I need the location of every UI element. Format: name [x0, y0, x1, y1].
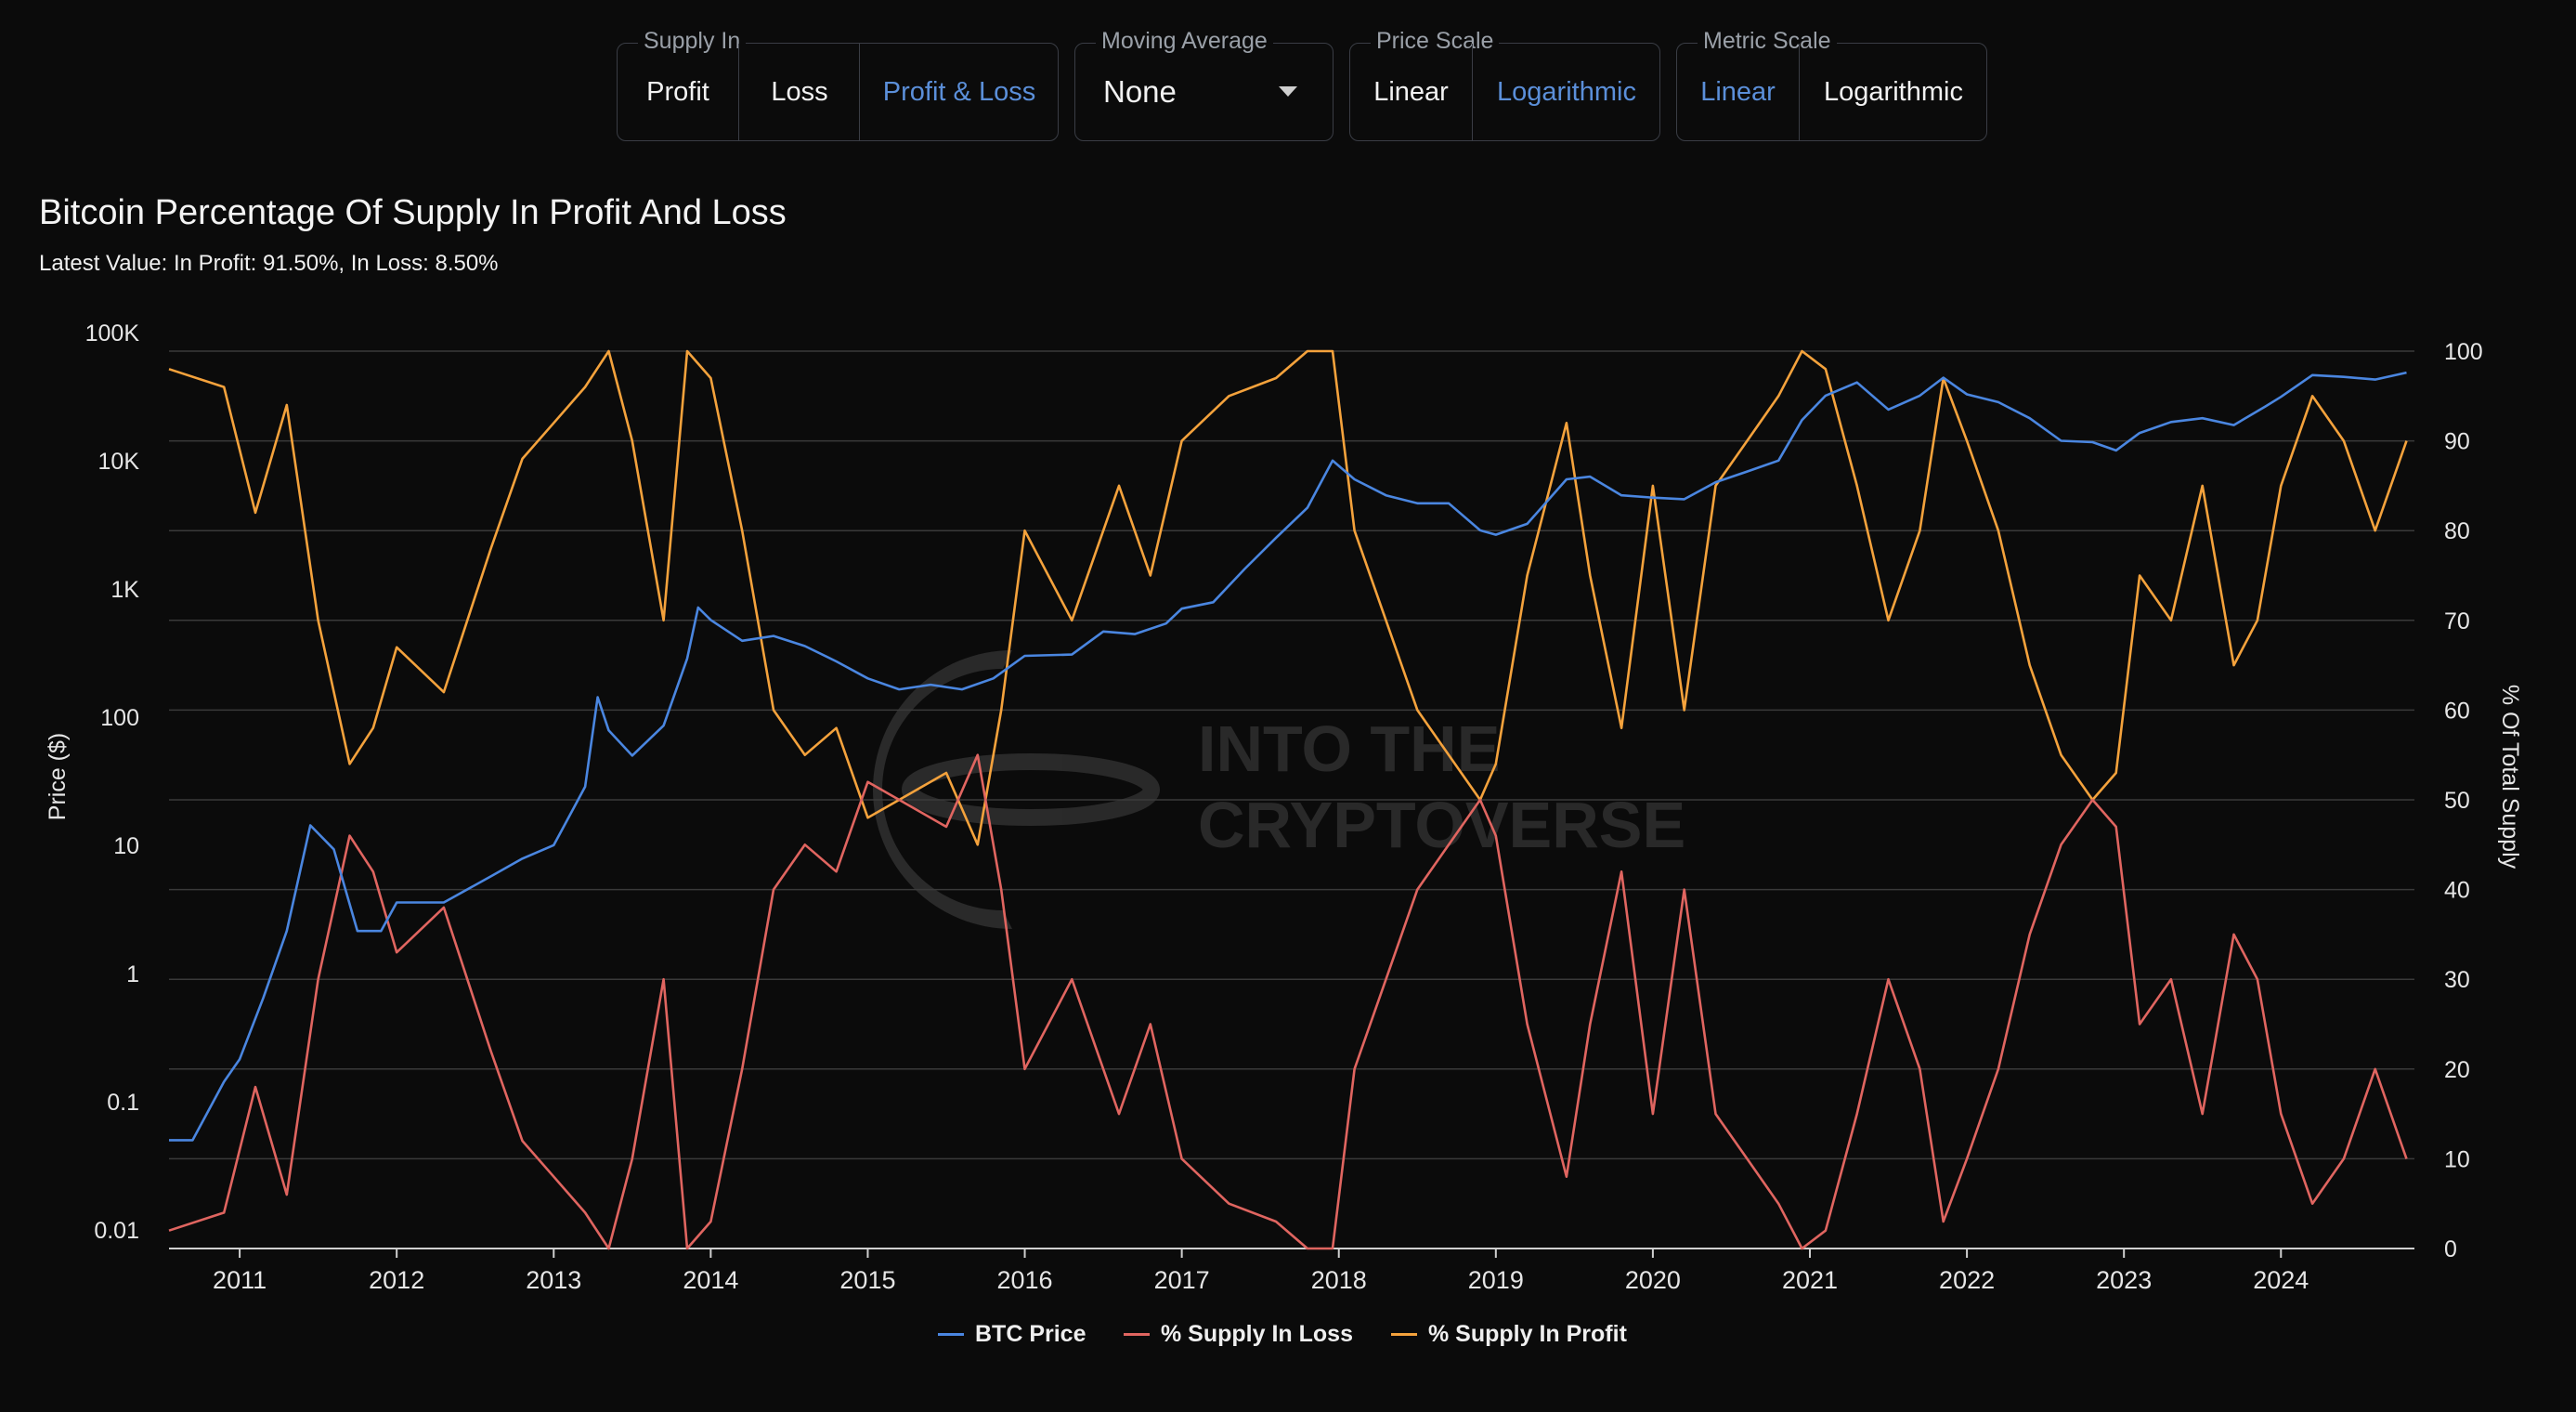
watermark-line-1: INTO THE — [1198, 713, 1500, 785]
series-lines — [168, 349, 2408, 1250]
x-tick-label: 2016 — [997, 1266, 1053, 1294]
chart-subtitle: Latest Value: In Profit: 91.50%, In Loss… — [39, 251, 499, 276]
right-tick-label: 60 — [2444, 698, 2470, 724]
right-axis-title: % Of Total Supply — [2497, 685, 2523, 869]
x-tick-label: 2024 — [2253, 1266, 2309, 1294]
x-tick-label: 2017 — [1154, 1266, 1210, 1294]
supply-in-loss-option[interactable]: Loss — [738, 44, 860, 140]
left-tick-label: 1K — [111, 577, 139, 603]
left-tick-label: 10K — [98, 449, 140, 475]
right-tick-label: 10 — [2444, 1146, 2470, 1172]
left-tick-label: 0.1 — [107, 1090, 139, 1116]
x-tick-label: 2013 — [526, 1266, 581, 1294]
legend-label-btc-price: BTC Price — [975, 1321, 1086, 1347]
moving-average-value: None — [1103, 74, 1177, 109]
watermark-logo — [873, 650, 1160, 929]
legend-swatch-supply-in-loss — [1124, 1333, 1150, 1336]
price-scale-group: Price Scale Linear Logarithmic — [1349, 28, 1660, 141]
x-tick-label: 2020 — [1625, 1266, 1681, 1294]
metric-scale-group: Metric Scale Linear Logarithmic — [1676, 28, 1987, 141]
axes: 0 10 20 30 40 50 60 70 80 90 100 0.01 0.1 1 10 100 1K 10K… — [45, 320, 2523, 1294]
x-tick-label: 2015 — [839, 1266, 895, 1294]
supply-in-profit-and-loss-option[interactable]: Profit & Loss — [859, 44, 1059, 140]
left-tick-label: 10 — [113, 833, 139, 859]
chevron-down-icon — [1279, 86, 1297, 97]
x-tick-label: 2023 — [2096, 1266, 2152, 1294]
x-tick-label: 2011 — [213, 1266, 267, 1294]
supply-in-group: Supply In Profit Loss Profit & Loss — [617, 28, 1059, 141]
x-tick-label: 2022 — [1939, 1266, 1995, 1294]
x-tick-label: 2018 — [1311, 1266, 1367, 1294]
supply-in-label: Supply In — [638, 28, 747, 55]
legend-item-btc-price[interactable]: BTC Price — [938, 1321, 1086, 1348]
chart-controls: Supply In Profit Loss Profit & Loss Movi… — [0, 24, 2576, 145]
right-tick-label: 20 — [2444, 1057, 2470, 1083]
legend-label-supply-in-loss: % Supply In Loss — [1161, 1321, 1353, 1347]
watermark-logo-ring — [902, 753, 1160, 826]
supply-in-profit-option[interactable]: Profit — [646, 76, 709, 107]
right-tick-label: 90 — [2444, 429, 2470, 455]
series-line-btc-price — [169, 371, 2407, 1142]
left-tick-label: 100 — [100, 705, 139, 731]
watermark-logo-mark — [873, 650, 1012, 929]
price-scale-logarithmic-option[interactable]: Logarithmic — [1472, 44, 1660, 140]
moving-average-select[interactable]: Moving Average None — [1074, 28, 1334, 141]
left-tick-label: 0.01 — [94, 1218, 139, 1244]
price-scale-label: Price Scale — [1371, 28, 1500, 55]
watermark-line-2: CRYPTOVERSE — [1198, 789, 1685, 861]
legend-item-supply-in-profit[interactable]: % Supply In Profit — [1391, 1321, 1627, 1348]
x-tick-label: 2021 — [1782, 1266, 1838, 1294]
legend-swatch-supply-in-profit — [1391, 1333, 1417, 1336]
right-tick-label: 0 — [2444, 1236, 2457, 1262]
grid-lines — [169, 350, 2414, 1160]
chart-title: Bitcoin Percentage Of Supply In Profit A… — [39, 193, 787, 232]
right-tick-label: 70 — [2444, 608, 2470, 634]
metric-scale-linear-option[interactable]: Linear — [1700, 76, 1776, 107]
x-tick-label: 2019 — [1468, 1266, 1524, 1294]
x-tick-label: 2012 — [369, 1266, 424, 1294]
right-tick-label: 80 — [2444, 518, 2470, 544]
left-axis-title: Price ($) — [45, 733, 71, 820]
x-tick-label: 2014 — [683, 1266, 738, 1294]
legend-swatch-btc-price — [938, 1333, 964, 1336]
metric-scale-logarithmic-option[interactable]: Logarithmic — [1799, 44, 1987, 140]
legend-item-supply-in-loss[interactable]: % Supply In Loss — [1124, 1321, 1353, 1348]
right-tick-label: 50 — [2444, 788, 2470, 814]
price-scale-linear-option[interactable]: Linear — [1373, 76, 1449, 107]
chart-legend: BTC Price % Supply In Loss % Supply In P… — [0, 1321, 2576, 1358]
metric-scale-label: Metric Scale — [1698, 28, 1837, 55]
right-tick-label: 30 — [2444, 967, 2470, 993]
legend-label-supply-in-profit: % Supply In Profit — [1428, 1321, 1627, 1347]
left-tick-label: 100K — [85, 320, 140, 346]
watermark-text: INTO THE CRYPTOVERSE — [1198, 713, 1685, 861]
right-tick-label: 100 — [2444, 339, 2483, 365]
left-tick-label: 1 — [126, 961, 139, 987]
moving-average-label: Moving Average — [1096, 28, 1273, 55]
right-tick-label: 40 — [2444, 878, 2470, 904]
